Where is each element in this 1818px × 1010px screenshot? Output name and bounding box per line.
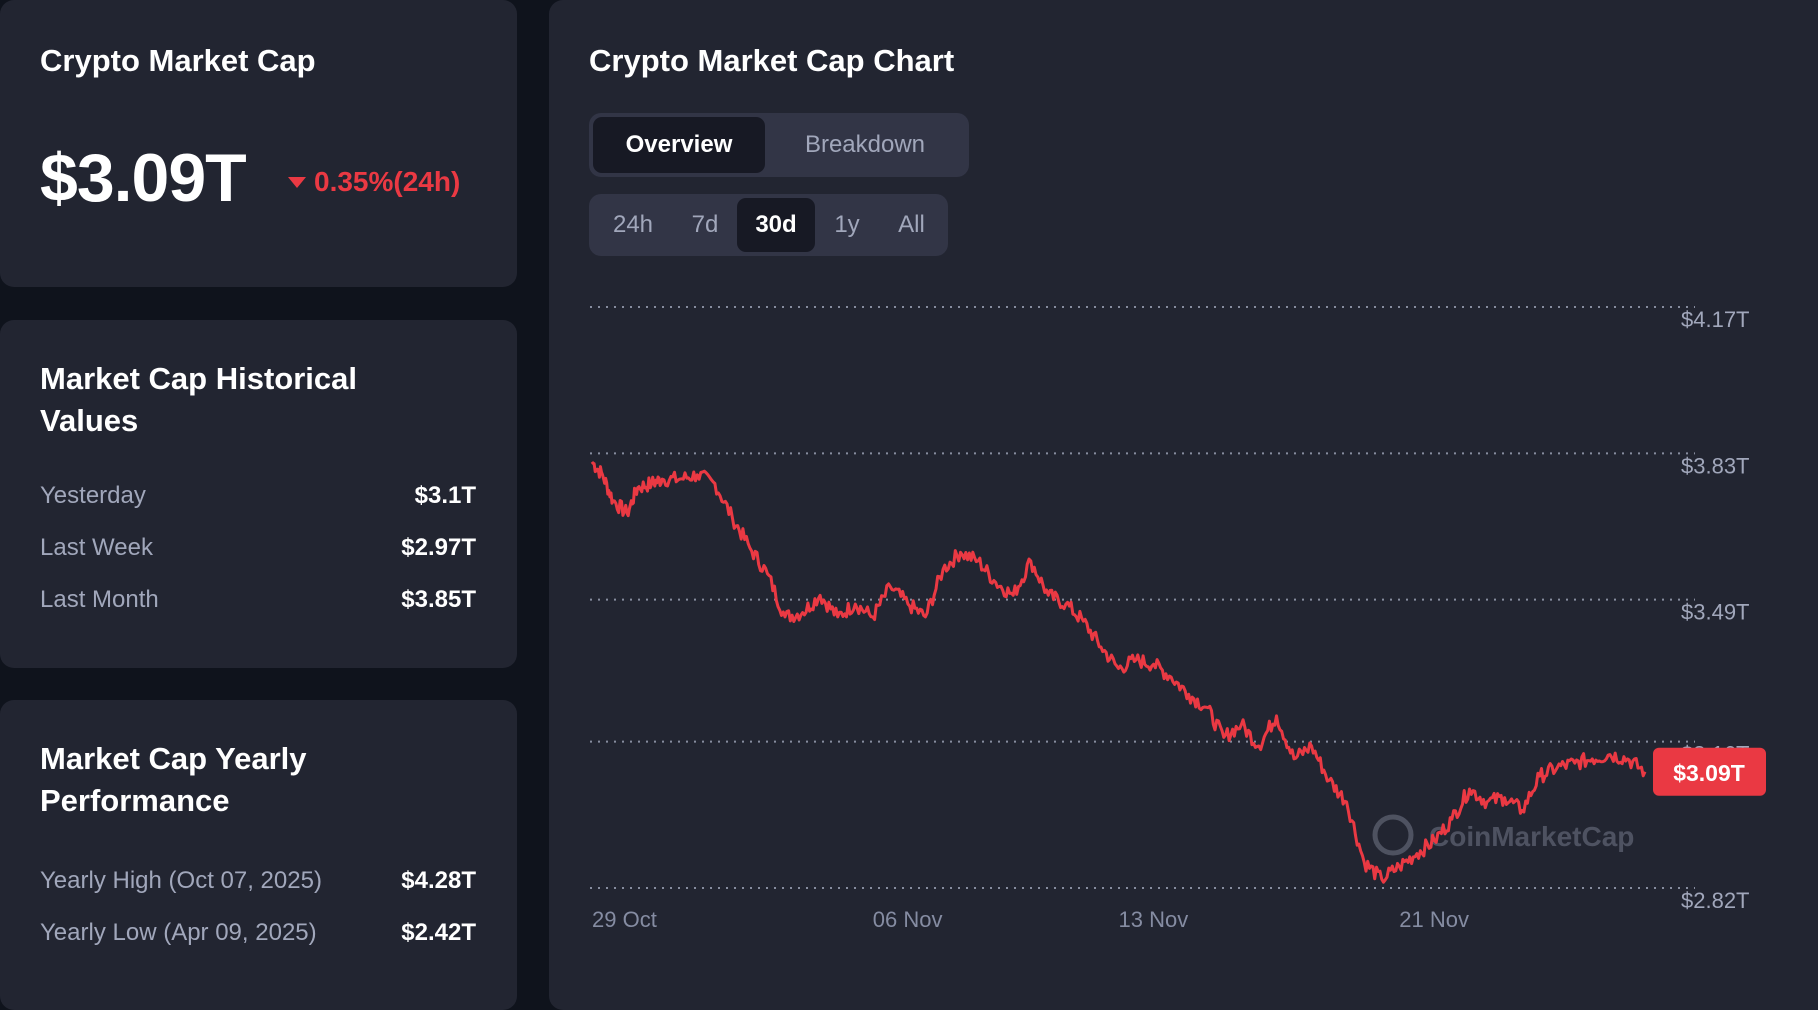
view-tabs: Overview Breakdown <box>589 113 969 177</box>
row-label: Last Month <box>40 586 159 613</box>
row-value: $3.85T <box>401 586 476 613</box>
market-cap-change: 0.35%(24h) <box>288 166 460 198</box>
market-cap-change-text: 0.35%(24h) <box>314 166 461 197</box>
market-cap-value: $3.09T <box>40 140 247 216</box>
yearly-row-high: Yearly High (Oct 07, 2025) $4.28T <box>40 865 476 897</box>
y-tick-label: $2.82T <box>1681 888 1750 913</box>
x-tick-label: 21 Nov <box>1399 907 1469 932</box>
y-tick-label: $3.83T <box>1681 453 1750 478</box>
x-tick-label: 06 Nov <box>873 907 943 932</box>
x-tick-label: 13 Nov <box>1119 907 1189 932</box>
range-30d[interactable]: 30d <box>737 198 815 252</box>
tab-overview[interactable]: Overview <box>593 117 765 173</box>
historical-values-title: Market Cap Historical Values <box>40 361 357 438</box>
current-value-label: $3.09T <box>1673 760 1745 786</box>
tab-breakdown[interactable]: Breakdown <box>804 131 926 158</box>
row-label: Yearly Low (Apr 09, 2025) <box>40 919 317 946</box>
range-24h[interactable]: 24h <box>612 211 654 238</box>
market-cap-card: Crypto Market Cap $3.09T 0.35%(24h) <box>0 0 517 287</box>
caret-down-icon <box>288 176 306 188</box>
row-value: $4.28T <box>401 867 476 894</box>
watermark-text: CoinMarketCap <box>1429 821 1634 852</box>
market-cap-title: Crypto Market Cap <box>40 43 316 78</box>
y-tick-label: $3.49T <box>1681 600 1750 625</box>
historical-row-last-month: Last Month $3.85T <box>40 584 476 616</box>
market-cap-chart-card: Crypto Market Cap Chart Overview Breakdo… <box>549 0 1818 1010</box>
row-value: $3.1T <box>414 482 476 509</box>
row-label: Last Week <box>40 534 153 561</box>
historical-row-last-week: Last Week $2.97T <box>40 532 476 564</box>
chart-title: Crypto Market Cap Chart <box>589 43 955 78</box>
coinmarketcap-watermark: CoinMarketCap <box>1372 814 1634 856</box>
row-value: $2.42T <box>401 919 476 946</box>
x-tick-label: 29 Oct <box>592 907 657 932</box>
row-value: $2.97T <box>401 534 476 561</box>
range-7d[interactable]: 7d <box>691 211 719 238</box>
range-1y[interactable]: 1y <box>834 211 860 238</box>
current-value-badge <box>1653 747 1766 796</box>
range-all[interactable]: All <box>898 211 925 238</box>
market-cap-series-line <box>590 461 1647 884</box>
yearly-performance-card: Market Cap Yearly Performance Yearly Hig… <box>0 700 517 1010</box>
yearly-row-low: Yearly Low (Apr 09, 2025) $2.42T <box>40 917 476 949</box>
range-tabs: 24h 7d 30d 1y All <box>589 194 948 256</box>
yearly-performance-title: Market Cap Yearly Performance <box>40 741 307 818</box>
historical-values-card: Market Cap Historical Values Yesterday $… <box>0 320 517 668</box>
y-tick-label: $4.17T <box>1681 307 1750 332</box>
row-label: Yesterday <box>40 482 146 509</box>
historical-row-yesterday: Yesterday $3.1T <box>40 480 476 512</box>
row-label: Yearly High (Oct 07, 2025) <box>40 867 322 894</box>
coinmarketcap-logo-icon <box>1372 814 1414 856</box>
